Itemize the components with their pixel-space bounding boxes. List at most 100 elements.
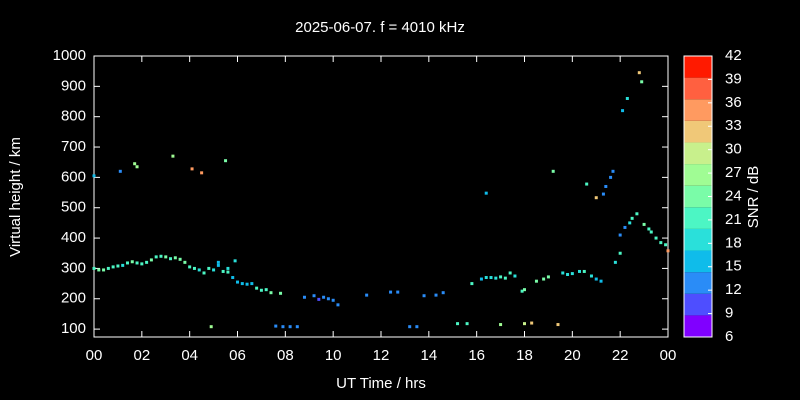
colorbar-bin bbox=[684, 272, 712, 294]
point bbox=[102, 268, 106, 272]
point bbox=[546, 275, 550, 279]
point bbox=[269, 291, 273, 295]
point bbox=[312, 294, 316, 298]
point bbox=[513, 274, 517, 278]
point bbox=[625, 96, 629, 100]
point bbox=[640, 80, 644, 84]
point bbox=[484, 191, 488, 195]
point bbox=[422, 294, 426, 298]
x-tick-label: 08 bbox=[277, 347, 294, 364]
point bbox=[295, 325, 299, 329]
point bbox=[264, 288, 268, 292]
point bbox=[233, 259, 237, 263]
colorbar-bin bbox=[684, 77, 712, 100]
colorbar-bin bbox=[684, 228, 712, 251]
point bbox=[642, 222, 646, 226]
point bbox=[566, 272, 570, 276]
point bbox=[188, 265, 192, 269]
point bbox=[623, 225, 627, 229]
colorbar-tick-label: 12 bbox=[725, 281, 742, 298]
point bbox=[570, 272, 574, 276]
colorbar-tick-label: 30 bbox=[725, 141, 742, 158]
colorbar-tick-label: 39 bbox=[725, 70, 742, 87]
point bbox=[499, 323, 503, 327]
x-tick-label: 18 bbox=[516, 347, 533, 364]
x-tick-label: 00 bbox=[86, 347, 103, 364]
y-tick-label: 1000 bbox=[53, 47, 86, 64]
point bbox=[154, 255, 158, 259]
colorbar-bin bbox=[684, 164, 712, 186]
point bbox=[561, 271, 565, 275]
point bbox=[135, 165, 139, 169]
point bbox=[226, 266, 230, 270]
point bbox=[647, 227, 651, 231]
colorbar-tick-label: 9 bbox=[725, 305, 733, 322]
point bbox=[207, 266, 211, 270]
point bbox=[479, 277, 483, 281]
point bbox=[609, 175, 613, 179]
point bbox=[530, 321, 534, 325]
point bbox=[279, 291, 283, 295]
point bbox=[635, 212, 639, 216]
point bbox=[118, 169, 122, 173]
colorbar-tick-label: 42 bbox=[725, 47, 742, 64]
point bbox=[192, 266, 196, 270]
point bbox=[250, 282, 254, 286]
colorbar-bin bbox=[684, 99, 712, 121]
point bbox=[659, 241, 663, 245]
point bbox=[240, 282, 244, 286]
point bbox=[221, 269, 225, 273]
point bbox=[489, 276, 493, 280]
y-tick-label: 100 bbox=[61, 320, 86, 337]
point bbox=[317, 297, 321, 301]
x-tick-label: 10 bbox=[325, 347, 342, 364]
point bbox=[336, 303, 340, 307]
point bbox=[520, 289, 524, 293]
point bbox=[594, 277, 598, 281]
point bbox=[125, 261, 129, 265]
point bbox=[130, 260, 134, 264]
x-tick-label: 12 bbox=[373, 347, 390, 364]
x-tick-label: 16 bbox=[468, 347, 485, 364]
point bbox=[456, 322, 460, 326]
point bbox=[664, 243, 668, 247]
colorbar-label: SNR / dB bbox=[745, 166, 762, 229]
point bbox=[465, 322, 469, 326]
y-axis-label: Virtual height / km bbox=[7, 137, 24, 257]
point bbox=[116, 264, 120, 268]
point bbox=[508, 271, 512, 275]
point bbox=[503, 276, 507, 280]
point bbox=[302, 295, 306, 299]
point bbox=[216, 260, 220, 264]
point bbox=[594, 196, 598, 200]
point bbox=[259, 288, 263, 292]
chart-title: 2025-06-07. f = 4010 kHz bbox=[295, 19, 465, 36]
point bbox=[159, 254, 163, 258]
point bbox=[499, 275, 503, 279]
point bbox=[523, 288, 526, 292]
y-tick-label: 400 bbox=[61, 229, 86, 246]
y-tick-label: 700 bbox=[61, 138, 86, 155]
y-tick-label: 300 bbox=[61, 259, 86, 276]
colorbar-tick-label: 15 bbox=[725, 258, 742, 275]
point bbox=[618, 251, 622, 255]
point bbox=[578, 269, 582, 273]
point bbox=[231, 276, 235, 280]
point bbox=[628, 221, 632, 225]
colorbar-bin bbox=[684, 207, 712, 229]
point bbox=[494, 276, 498, 280]
point bbox=[236, 280, 239, 284]
point bbox=[589, 274, 593, 278]
point bbox=[551, 169, 555, 173]
x-tick-label: 20 bbox=[564, 347, 581, 364]
point bbox=[92, 266, 96, 270]
point bbox=[274, 324, 278, 328]
point bbox=[224, 159, 228, 163]
point bbox=[618, 233, 622, 237]
point bbox=[326, 297, 330, 301]
point bbox=[197, 268, 201, 272]
point bbox=[212, 268, 216, 272]
point bbox=[135, 261, 139, 265]
point bbox=[173, 256, 177, 260]
colorbar-bin bbox=[684, 120, 712, 143]
